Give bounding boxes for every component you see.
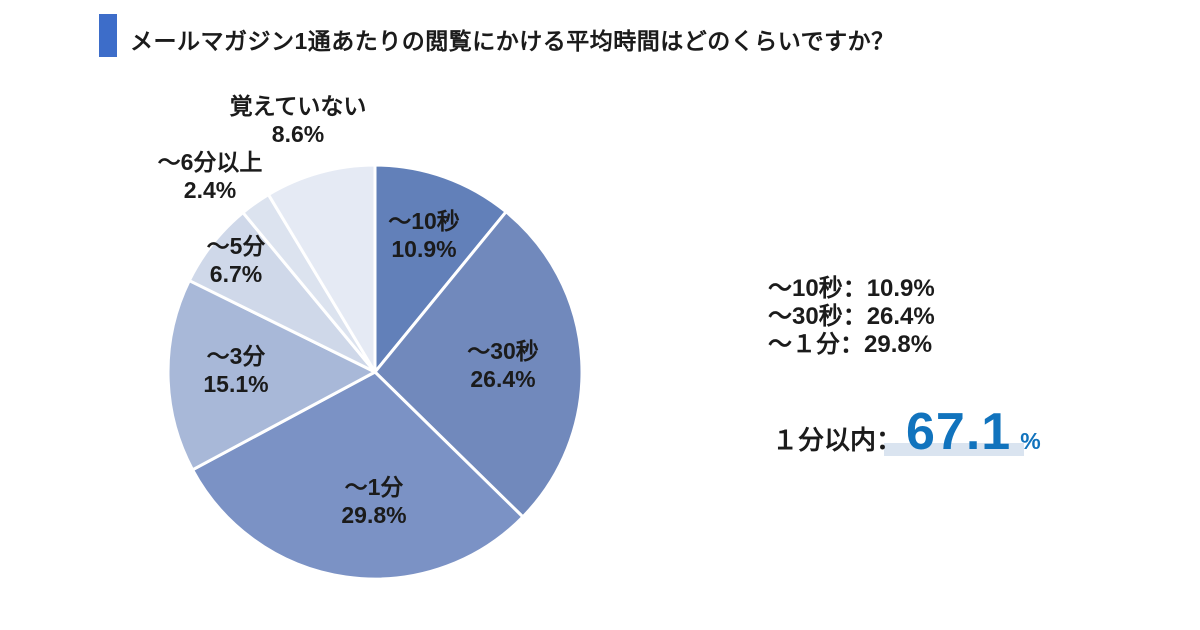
slice-label: ～30秒 bbox=[467, 338, 539, 364]
title-accent-bar bbox=[99, 14, 117, 57]
pie-label-over-6min: ～6分以上 2.4% bbox=[158, 148, 263, 204]
summary-value: 67.1 bbox=[906, 403, 1012, 461]
summary-row: １分以内： 67.1 % bbox=[772, 406, 1041, 458]
slice-label: ～5分 bbox=[206, 233, 266, 259]
slice-label: ～1分 bbox=[344, 474, 404, 500]
pie-label-under-5min: ～5分 6.7% bbox=[207, 232, 266, 288]
legend-line-30sec: ～30秒：26.4% bbox=[768, 303, 935, 330]
slice-percent: 6.7% bbox=[209, 261, 263, 287]
pie-label-under-1min: ～1分 29.8% bbox=[341, 473, 406, 529]
summary-label: １分以内： bbox=[772, 425, 903, 455]
slice-label: ～6分以上 bbox=[157, 149, 263, 175]
summary-unit: % bbox=[1020, 428, 1041, 454]
slice-percent: 8.6% bbox=[271, 121, 325, 147]
pie-label-under-10sec: ～10秒 10.9% bbox=[388, 207, 460, 263]
slice-label: ～10秒 bbox=[388, 208, 460, 234]
summary-value-highlight bbox=[884, 443, 1024, 456]
page-title: メールマガジン1通あたりの閲覧にかける平均時間はどのくらいですか？ bbox=[130, 28, 895, 54]
slice-percent: 2.4% bbox=[183, 177, 237, 203]
pie-label-dont-remember: 覚えていない 8.6% bbox=[230, 92, 367, 148]
pie-label-under-3min: ～3分 15.1% bbox=[203, 342, 268, 398]
pie-slice-3 bbox=[166, 279, 377, 472]
pie-slice-1 bbox=[373, 210, 584, 519]
slice-percent: 10.9% bbox=[391, 236, 457, 262]
pie-slice-6 bbox=[266, 163, 377, 374]
legend-text-block: ～10秒：10.9% ～30秒：26.4% ～１分：29.8% bbox=[768, 275, 935, 359]
pie-slice-2 bbox=[191, 370, 525, 581]
slice-percent: 29.8% bbox=[341, 502, 407, 528]
slice-label: 覚えていない bbox=[229, 93, 367, 119]
slice-percent: 15.1% bbox=[203, 371, 269, 397]
pie-slice-0 bbox=[373, 163, 508, 374]
legend-line-1min: ～１分：29.8% bbox=[768, 331, 933, 358]
legend-line-10sec: ～10秒：10.9% bbox=[768, 275, 935, 302]
pie-label-under-30sec: ～30秒 26.4% bbox=[467, 337, 539, 393]
pie-chart-svg bbox=[166, 163, 584, 581]
slice-percent: 26.4% bbox=[470, 366, 536, 392]
pie-chart bbox=[165, 162, 585, 582]
slice-label: ～3分 bbox=[206, 343, 266, 369]
